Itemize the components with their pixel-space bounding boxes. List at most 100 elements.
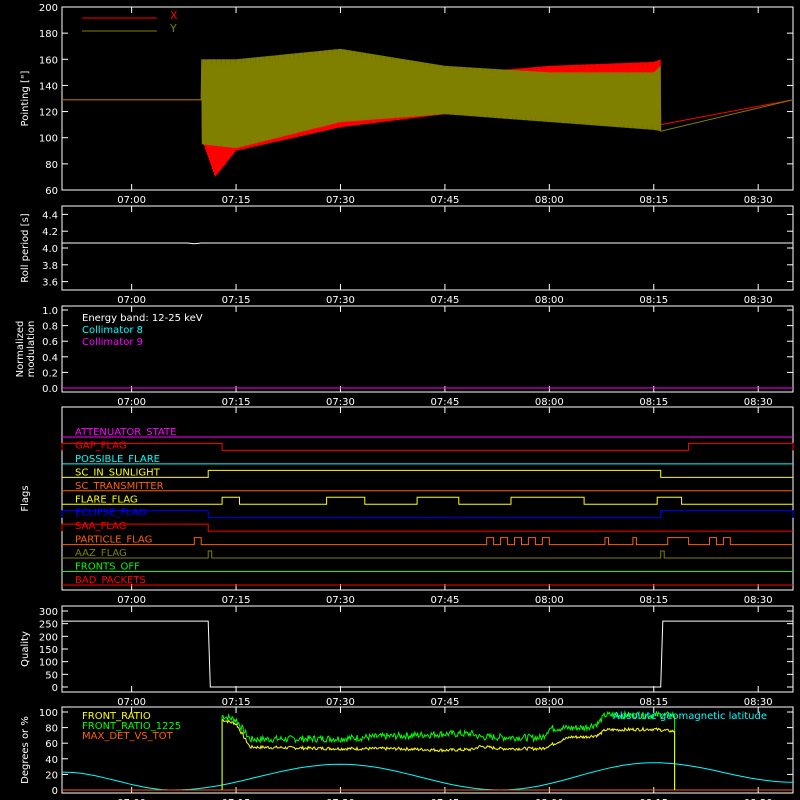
quality-line: [62, 620, 793, 688]
panel-2: 07:00 07:15 07:30 07:45 08:00 08:15 08:30 3.6 3.…: [20, 205, 794, 306]
x-tick-label: 07:30: [326, 798, 355, 800]
x-tick-label: 08:00: [535, 295, 564, 306]
x-tick-label: 08:15: [639, 195, 668, 206]
y-tick-label: 150: [39, 645, 58, 656]
energy-band-annotation: Energy band: 12-25 keV: [82, 313, 203, 324]
y-tick-label: 60: [45, 186, 58, 197]
y-tick-label: 40: [45, 755, 58, 766]
panel-3: 07:00 07:15 07:30 07:45 08:00 08:15 08:30 0.0 0.…: [15, 305, 794, 408]
x-tick-label: 08:30: [744, 397, 773, 408]
x-tick-label: 07:30: [326, 697, 355, 708]
y-tick-label: 80: [45, 160, 58, 171]
x-tick-label: 08:00: [535, 195, 564, 206]
x-tick-label: 07:30: [326, 295, 355, 306]
plot-frame: [61, 205, 794, 291]
y-axis-label: modulation: [26, 321, 37, 378]
y-tick-label: 1.0: [42, 306, 58, 317]
x-tick-label: 07:15: [222, 295, 251, 306]
flag-label-sc-transmitter: SC_TRANSMITTER: [75, 481, 164, 492]
y-tick-label: 100: [39, 134, 58, 145]
x-tick-label: 07:15: [222, 595, 251, 606]
y-tick-label: 200: [39, 632, 58, 643]
x-tick-label: 07:15: [222, 798, 251, 800]
x-tick-label: 08:15: [639, 595, 668, 606]
x-tick-label: 08:15: [639, 397, 668, 408]
x-tick-label: 07:00: [117, 195, 146, 206]
y-tick-label: 0: [52, 683, 58, 694]
y-tick-label: 3.8: [42, 261, 58, 272]
y-tick-label: 0.8: [42, 322, 58, 333]
x-tick-label: 07:00: [117, 397, 146, 408]
x-tick-label: 07:15: [222, 397, 251, 408]
y-tick-label: 50: [45, 670, 58, 681]
y-tick-label: 0.4: [42, 353, 58, 364]
flag-line-sc-in-sunlight: [62, 469, 793, 478]
y-axis-label: Degrees or %: [20, 716, 31, 784]
y-tick-label: 60: [45, 739, 58, 750]
x-tick-label: 07:00: [117, 595, 146, 606]
x-tick-label: 08:15: [639, 697, 668, 708]
x-tick-label: 08:00: [535, 595, 564, 606]
x-tick-label: 07:45: [430, 595, 459, 606]
x-tick-label: 07:45: [430, 697, 459, 708]
x-tick-label: 08:30: [744, 595, 773, 606]
plot-frame: [61, 706, 794, 794]
y-tick-label: 100: [39, 658, 58, 669]
x-tick-label: 07:30: [326, 397, 355, 408]
flag-label-flare-flag: FLARE_FLAG: [75, 494, 138, 505]
x-tick-label: 08:30: [744, 798, 773, 800]
y-tick-label: 4.0: [42, 244, 58, 255]
y-axis-label: Normalized: [15, 321, 26, 378]
plot-frame: [61, 605, 794, 693]
y-tick-label: 80: [45, 724, 58, 735]
flag-line-eclipse-flag: [61, 510, 794, 519]
geomagnetic-latitude-line: [61, 762, 794, 791]
plot-frame: [61, 6, 794, 191]
legend-label-geomagnetic-latitude: Absolute geomagnetic latitude: [613, 711, 767, 722]
legend-label-max-det-vs-tot: MAX_DET_VS_TOT: [82, 731, 174, 742]
y-tick-label: 0.0: [42, 384, 58, 395]
panel-5: 07:00 07:15 07:30 07:45 08:00 08:15 08:30 0 5010…: [20, 605, 794, 708]
x-tick-label: 07:00: [117, 798, 146, 800]
legend-label-y: Y: [169, 22, 177, 35]
x-tick-label: 07:00: [117, 295, 146, 306]
y-tick-label: 3.6: [42, 278, 58, 289]
flag-label-fronts-off: FRONTS_OFF: [75, 562, 140, 573]
flag-label-particle-flag: PARTICLE_FLAG: [75, 535, 152, 546]
y-axis-label: Roll period [s]: [20, 213, 31, 282]
flag-line-flare-flag: [62, 496, 793, 505]
flag-line-particle-flag: [62, 537, 793, 546]
y-tick-label: 250: [39, 620, 58, 631]
legend-label-collimator-8: Collimator 8: [82, 325, 143, 336]
y-tick-label: 160: [39, 55, 58, 66]
legend-label-front-ratio-1225: FRONT_RATIO_1225: [82, 721, 181, 732]
legend-label-front-ratio: FRONT_RATIO: [82, 711, 151, 722]
flag-label-sc-in-sunlight: SC_IN_SUNLIGHT: [75, 467, 161, 478]
roll-period-line: [62, 242, 793, 245]
x-tick-label: 07:45: [430, 397, 459, 408]
panel-6: 07:00 07:15 07:30 07:45 08:00 08:15 08:30 0 20 40…: [20, 706, 794, 800]
flag-line-aaz-flag: [62, 550, 793, 559]
series-y-line: [62, 48, 794, 149]
y-tick-label: 20: [45, 770, 58, 781]
flag-label-possible-flare: POSSIBLE_FLARE: [75, 454, 160, 465]
y-tick-label: 120: [39, 108, 58, 119]
panel-1: 07:00 07:15 07:30 07:45 08:00 08:15 08:30 60 80 1…: [20, 3, 794, 206]
x-tick-label: 08:15: [639, 798, 668, 800]
plot-frame: [61, 406, 794, 591]
y-tick-label: 200: [39, 3, 58, 14]
plot-frame: [61, 305, 794, 393]
y-tick-label: 0.2: [42, 368, 58, 379]
y-tick-label: 140: [39, 81, 58, 92]
x-tick-label: 08:30: [744, 697, 773, 708]
legend-label-collimator-9: Collimator 9: [82, 337, 143, 348]
x-tick-label: 08:15: [639, 295, 668, 306]
x-tick-label: 08:00: [535, 697, 564, 708]
flag-line-gap-flag: [61, 442, 794, 451]
y-axis-label: Quality: [20, 631, 31, 667]
x-tick-label: 07:15: [222, 697, 251, 708]
x-tick-label: 08:30: [744, 295, 773, 306]
flag-label-saa-flag: SAA_FLAG: [75, 521, 126, 532]
y-tick-label: 300: [39, 607, 58, 618]
y-tick-label: 100: [39, 708, 58, 719]
